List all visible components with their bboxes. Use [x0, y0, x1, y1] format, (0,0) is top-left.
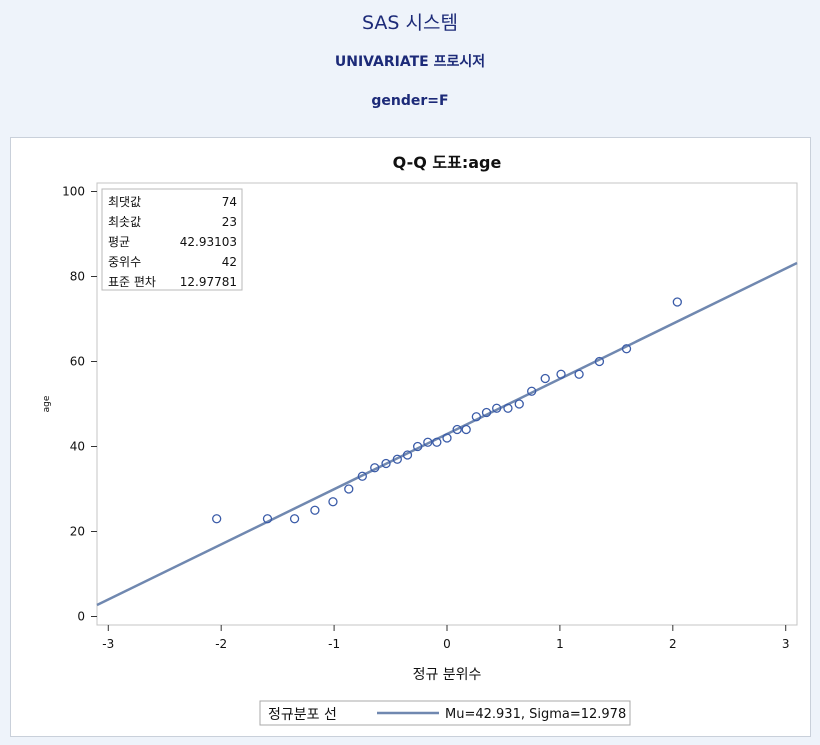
data-point — [328, 497, 338, 507]
system-title: SAS 시스템 — [362, 12, 458, 34]
data-point — [452, 424, 462, 435]
stat-value: 74 — [222, 195, 237, 209]
stat-value: 23 — [222, 215, 237, 229]
chart-title: Q-Q 도표:age — [393, 153, 502, 172]
data-point — [212, 514, 222, 524]
x-tick-label: 3 — [782, 637, 790, 651]
stats-inset: 최댓값 74 최솟값 23 평균 42.93103 중위수 42 표준 편차 12.97781 — [101, 188, 243, 291]
data-point — [481, 407, 492, 418]
data-point — [392, 454, 402, 464]
y-tick-label: 100 — [62, 185, 85, 199]
data-point — [357, 471, 367, 481]
data-point — [540, 373, 550, 384]
data-point — [461, 424, 471, 435]
data-point — [442, 433, 452, 443]
stat-label: 최솟값 — [108, 215, 141, 229]
y-tick-label: 0 — [77, 610, 85, 624]
x-tick-label: -1 — [328, 637, 340, 651]
procedure-title: UNIVARIATE 프로시저 — [334, 54, 486, 70]
x-tick-label: 2 — [669, 637, 677, 651]
data-point — [381, 458, 391, 469]
stat-label: 평균 — [108, 235, 130, 249]
x-tick-label: -2 — [215, 637, 227, 651]
legend-title: 정규분포 선 — [268, 707, 337, 723]
data-point — [471, 412, 482, 422]
x-tick-label: 0 — [443, 637, 451, 651]
data-point — [310, 505, 320, 515]
y-tick-label: 20 — [70, 525, 85, 539]
x-tick-label: -3 — [102, 637, 114, 651]
stat-value: 42.93103 — [180, 235, 237, 249]
x-tick-label: 1 — [556, 637, 564, 651]
data-point — [556, 369, 566, 379]
data-point — [672, 297, 682, 307]
y-tick-label: 60 — [70, 355, 85, 369]
x-axis-label: 정규 분위수 — [413, 667, 482, 683]
data-point — [621, 344, 632, 354]
legend-entry: Mu=42.931, Sigma=12.978 — [445, 707, 626, 722]
stat-label: 중위수 — [108, 255, 141, 269]
data-point — [432, 437, 442, 447]
y-tick-label: 80 — [70, 270, 85, 284]
data-point — [262, 514, 273, 524]
data-point — [402, 450, 413, 460]
stat-label: 표준 편차 — [108, 275, 156, 289]
stats-box — [101, 188, 243, 291]
stat-value: 12.97781 — [180, 275, 237, 289]
data-point — [289, 514, 300, 524]
by-group-label: gender=F — [371, 93, 449, 109]
data-point — [344, 484, 354, 494]
data-point — [492, 403, 502, 413]
y-tick-label: 40 — [70, 440, 85, 454]
data-point — [594, 356, 605, 367]
y-axis-label: age — [42, 395, 52, 412]
legend-box — [259, 700, 631, 726]
legend: 정규분포 선 Mu=42.931, Sigma=12.978 — [259, 700, 631, 726]
stat-value: 42 — [222, 255, 237, 269]
data-point — [503, 403, 513, 413]
data-point — [527, 386, 537, 396]
data-point — [514, 399, 524, 409]
chart-panel: Q-Q 도표:age -3 -2 -1 0 1 2 3 0 20 40 60 80 100 최댓값 74 최… — [10, 137, 811, 737]
data-point — [423, 437, 433, 447]
data-point — [412, 441, 423, 452]
data-point — [370, 463, 380, 473]
stat-label: 최댓값 — [108, 195, 141, 209]
data-points — [212, 297, 682, 524]
data-point — [574, 369, 584, 379]
